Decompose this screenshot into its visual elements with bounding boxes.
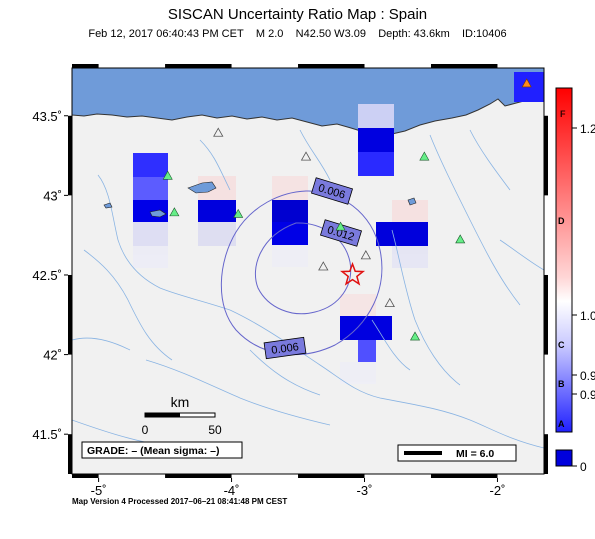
svg-text:MI = 6.0: MI = 6.0 [456, 448, 494, 460]
frame-bar-top [165, 64, 232, 68]
station-unused-marker [300, 151, 312, 161]
contour-label-a: 0.006 [310, 177, 354, 205]
colorbar-label-2: 0.9 [580, 369, 595, 383]
map-title: SISCAN Uncertainty Ratio Map : Spain [167, 6, 428, 23]
epicenter-star [340, 261, 366, 286]
svg-text:0: 0 [142, 423, 149, 437]
contour-label-b: 0.012 [319, 219, 363, 247]
frame-bar-left [68, 115, 72, 196]
lake-ebro [187, 181, 217, 194]
map-area [72, 68, 544, 474]
event-id: ID:10406 [462, 28, 507, 40]
station-used-marker [169, 207, 180, 217]
station-used-marker [419, 151, 430, 161]
event-datetime: Feb 12, 2017 06:40:43 PM CET [88, 28, 244, 40]
mi-legend: MI = 6.0 [397, 444, 517, 462]
frame-bar-bottom [165, 474, 232, 478]
station-alert [521, 78, 532, 88]
map-subtitle: Feb 12, 2017 06:40:43 PM CET M 2.0 N42.5… [0, 28, 595, 40]
frame-bar-right [544, 434, 548, 474]
grade-letter-a: A [558, 419, 565, 429]
grade-letter-b: B [558, 379, 565, 389]
frame-bar-left [68, 434, 72, 474]
frame-bar-top [72, 64, 99, 68]
stations-used [162, 151, 466, 341]
longitude-ticks: -5˚ -4˚ -3˚ -2˚ [91, 478, 506, 498]
lat-tick-label: 43˚ [43, 188, 62, 203]
frame-bar-bottom [72, 474, 99, 478]
lat-tick-label: 42.5˚ [32, 268, 62, 283]
station-unused-marker [360, 250, 372, 260]
sea-area [72, 68, 544, 135]
event-depth: Depth: 43.6km [378, 28, 450, 40]
svg-text:0.006: 0.006 [271, 341, 300, 357]
contour-label-c: 0.006 [263, 336, 307, 360]
frame-bar-top [298, 64, 365, 68]
colorbar-label-1: 1.0 [580, 309, 595, 323]
colorbar-label-max: 1.2 [580, 122, 595, 136]
grade-box: GRADE: – (Mean sigma: –) [81, 441, 243, 459]
station-unused-marker [384, 297, 395, 308]
svg-text:GRADE: – (Mean sigma: –): GRADE: – (Mean sigma: –) [87, 445, 219, 457]
frame-bar-bottom [298, 474, 365, 478]
lat-tick-label: 42˚ [43, 348, 62, 363]
lake-west [103, 202, 113, 209]
frame-bar-right [544, 115, 548, 196]
station-used-marker [410, 331, 421, 341]
colorbar-label-zero: 0 [580, 460, 587, 474]
processing-footer: Map Version 4 Processed 2017–06–21 08:41… [72, 497, 288, 506]
grade-letter-d: D [558, 216, 565, 226]
frame-bar-top [430, 64, 498, 68]
lake-east [407, 197, 417, 206]
frame-bar-bottom [430, 474, 498, 478]
station-used-marker [162, 170, 173, 180]
lon-tick-label: -2˚ [490, 483, 506, 498]
stations-unused [213, 127, 395, 308]
land-area [72, 68, 544, 474]
svg-text:km: km [171, 394, 190, 410]
event-magnitude: M 2.0 [255, 28, 284, 40]
station-used-marker [455, 234, 466, 244]
station-alert-marker [521, 78, 532, 88]
station-used-marker [233, 208, 244, 218]
colorbar-zero-swatch [555, 449, 573, 467]
colorbar: F D C B A 1.2 1.0 0.9 0.9 0 [555, 87, 595, 474]
svg-text:50: 50 [208, 423, 222, 437]
lat-tick-label: 43.5˚ [32, 109, 62, 124]
lat-tick-label: 41.5˚ [32, 427, 62, 442]
scale-bar: km 0 50 [142, 394, 222, 437]
lake-small [149, 209, 167, 218]
colorbar-label-3: 0.9 [580, 388, 595, 402]
map-frame-bars [68, 64, 548, 478]
lon-tick-label: -3˚ [357, 483, 373, 498]
station-unused-marker [213, 127, 224, 137]
lon-tick-label: -5˚ [91, 483, 107, 498]
event-location: N42.50 W3.09 [295, 28, 366, 40]
station-unused-marker [318, 261, 329, 271]
station-used-marker [335, 221, 346, 231]
frame-bar-left [68, 274, 72, 355]
grade-letter-c: C [558, 340, 565, 350]
lon-tick-label: -4˚ [224, 483, 240, 498]
frame-bar-right [544, 274, 548, 355]
latitude-ticks: 41.5˚ 42˚ 42.5˚ 43˚ 43.5˚ [32, 109, 68, 442]
grade-letter-f: F [560, 109, 566, 119]
